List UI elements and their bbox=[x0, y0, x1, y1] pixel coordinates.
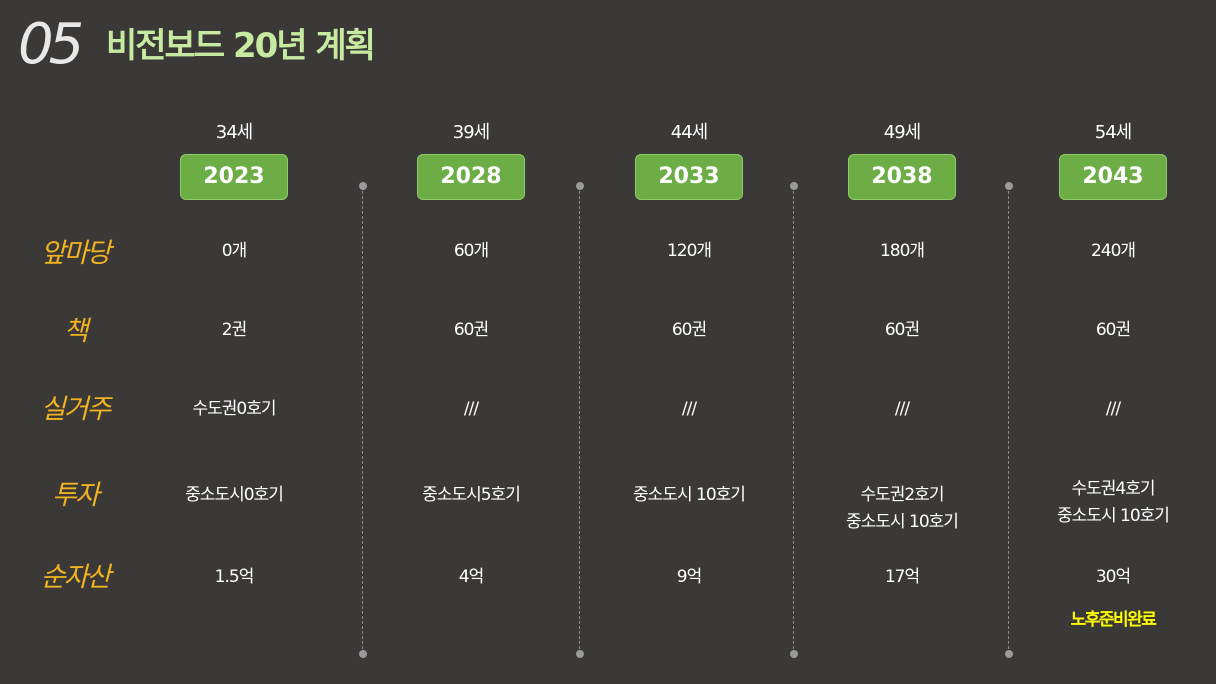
investment-line: 중소도시 10호기 bbox=[633, 485, 746, 505]
yard-count: 0개 bbox=[221, 241, 247, 261]
age-label: 44세 bbox=[670, 122, 708, 143]
year-badge: 2033 bbox=[635, 154, 743, 200]
residence-value: /// bbox=[1105, 399, 1121, 419]
year-badge: 2023 bbox=[180, 154, 288, 200]
age-label: 49세 bbox=[883, 122, 921, 143]
timeline-column-2038: 49세 2038 180개 60권 /// 수도권2호기 중소도시 10호기 1… bbox=[822, 118, 982, 658]
timeline-column-2033: 44세 2033 120개 60권 /// 중소도시 10호기 9억 bbox=[609, 118, 769, 658]
timeline-column-2028: 39세 2028 60개 60권 /// 중소도시5호기 4억 bbox=[391, 118, 551, 658]
net-worth-value: 17억 bbox=[884, 567, 920, 587]
column-divider bbox=[789, 182, 799, 658]
row-label-books: 책 bbox=[63, 316, 89, 347]
investment-line: 중소도시 10호기 bbox=[1057, 506, 1170, 526]
book-count: 60권 bbox=[884, 320, 920, 340]
age-label: 39세 bbox=[452, 122, 490, 143]
book-count: 60권 bbox=[671, 320, 707, 340]
column-divider bbox=[1004, 182, 1014, 658]
book-count: 60권 bbox=[453, 320, 489, 340]
net-worth-value: 9억 bbox=[676, 567, 702, 587]
row-label-residence: 실거주 bbox=[40, 394, 112, 425]
timeline-column-2023: 34세 2023 0개 2권 수도권0호기 중소도시0호기 1.5억 bbox=[154, 118, 314, 658]
yard-count: 60개 bbox=[453, 241, 489, 261]
column-divider bbox=[575, 182, 585, 658]
yard-count: 240개 bbox=[1090, 241, 1136, 261]
book-count: 2권 bbox=[221, 320, 247, 340]
net-worth-value: 1.5억 bbox=[214, 567, 255, 587]
year-badge: 2043 bbox=[1059, 154, 1167, 200]
year-badge: 2028 bbox=[417, 154, 525, 200]
book-count: 60권 bbox=[1095, 320, 1131, 340]
row-label-net-worth: 순자산 bbox=[40, 562, 112, 593]
page-title: 비전보드 20년 계획 bbox=[106, 26, 376, 66]
age-label: 34세 bbox=[215, 122, 253, 143]
column-divider bbox=[358, 182, 368, 658]
year-badge: 2038 bbox=[848, 154, 956, 200]
residence-value: /// bbox=[463, 399, 479, 419]
timeline-column-2043: 54세 2043 240개 60권 /// 수도권4호기 중소도시 10호기 3… bbox=[1033, 118, 1193, 658]
yard-count: 180개 bbox=[879, 241, 925, 261]
row-label-investment: 투자 bbox=[52, 480, 100, 511]
residence-value: /// bbox=[894, 399, 910, 419]
investment-line: 수도권2호기 bbox=[860, 485, 944, 505]
section-number: 05 bbox=[18, 12, 84, 77]
investment-line: 수도권4호기 bbox=[1071, 479, 1155, 499]
investment-line: 중소도시5호기 bbox=[422, 485, 521, 505]
residence-value: /// bbox=[681, 399, 697, 419]
net-worth-value: 4억 bbox=[458, 567, 484, 587]
row-label-yard: 앞마당 bbox=[40, 238, 112, 269]
net-worth-value: 30억 bbox=[1095, 567, 1131, 587]
yard-count: 120개 bbox=[666, 241, 712, 261]
retirement-ready-note: 노후준비완료 bbox=[1070, 610, 1157, 630]
investment-line: 중소도시 10호기 bbox=[846, 512, 959, 532]
age-label: 54세 bbox=[1094, 122, 1132, 143]
residence-value: 수도권0호기 bbox=[192, 399, 276, 419]
investment-line: 중소도시0호기 bbox=[185, 485, 284, 505]
